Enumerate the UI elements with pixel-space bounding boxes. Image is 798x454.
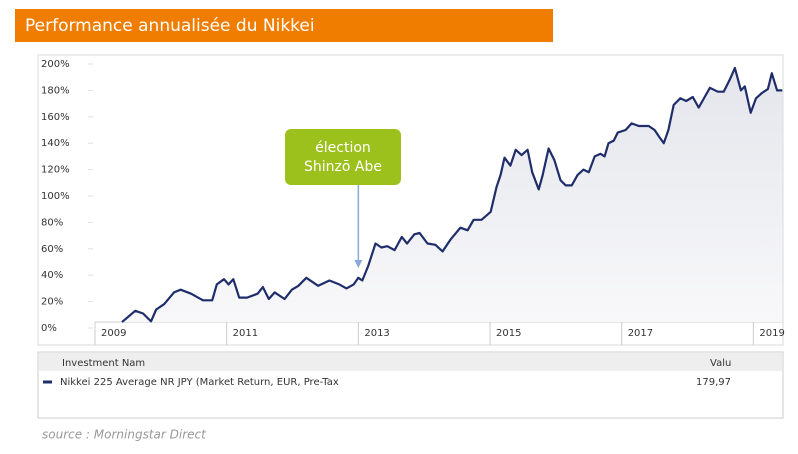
annotation-text: Shinzō Abe — [304, 159, 382, 175]
source: source : Morningstar Direct — [42, 428, 207, 442]
y-tick-label: 100% — [41, 191, 70, 202]
y-tick-label: 80% — [41, 217, 63, 228]
title-banner — [15, 9, 553, 42]
y-tick-label: 40% — [41, 270, 63, 281]
table-cell: 179,97 — [696, 377, 731, 388]
y-tick-label: 120% — [41, 165, 70, 176]
y-tick-label: 200% — [41, 59, 70, 70]
annotation-box — [285, 129, 401, 185]
plot-frame — [37, 54, 784, 346]
x-tick-label: 2017 — [628, 328, 653, 339]
annotation-text: élection — [315, 140, 371, 156]
y-tick-label: 60% — [41, 244, 63, 255]
table-header-cell: Investment Nam — [62, 358, 145, 369]
area — [122, 68, 783, 323]
table-cell: Nikkei 225 Average NR JPY (Market Return… — [60, 377, 339, 388]
line — [121, 66, 783, 323]
x-tick-label: 2013 — [364, 328, 389, 339]
x-tick-label: 2011 — [233, 328, 258, 339]
y-tick-label: 160% — [41, 112, 70, 123]
table-header-cell: Valu — [710, 358, 731, 369]
y-tick-label: 0% — [41, 323, 57, 334]
x-tick-label: 2009 — [101, 328, 126, 339]
y-tick-label: 180% — [41, 85, 70, 96]
x-tick-label: 2019 — [759, 328, 784, 339]
y-tick-label: 20% — [41, 297, 63, 308]
x-tick-label: 2015 — [496, 328, 521, 339]
y-tick-label: 140% — [41, 138, 70, 149]
table-header — [39, 353, 782, 371]
annotation-arrowhead — [354, 260, 363, 268]
chart-title: Performance annualisée du Nikkei — [25, 16, 315, 36]
